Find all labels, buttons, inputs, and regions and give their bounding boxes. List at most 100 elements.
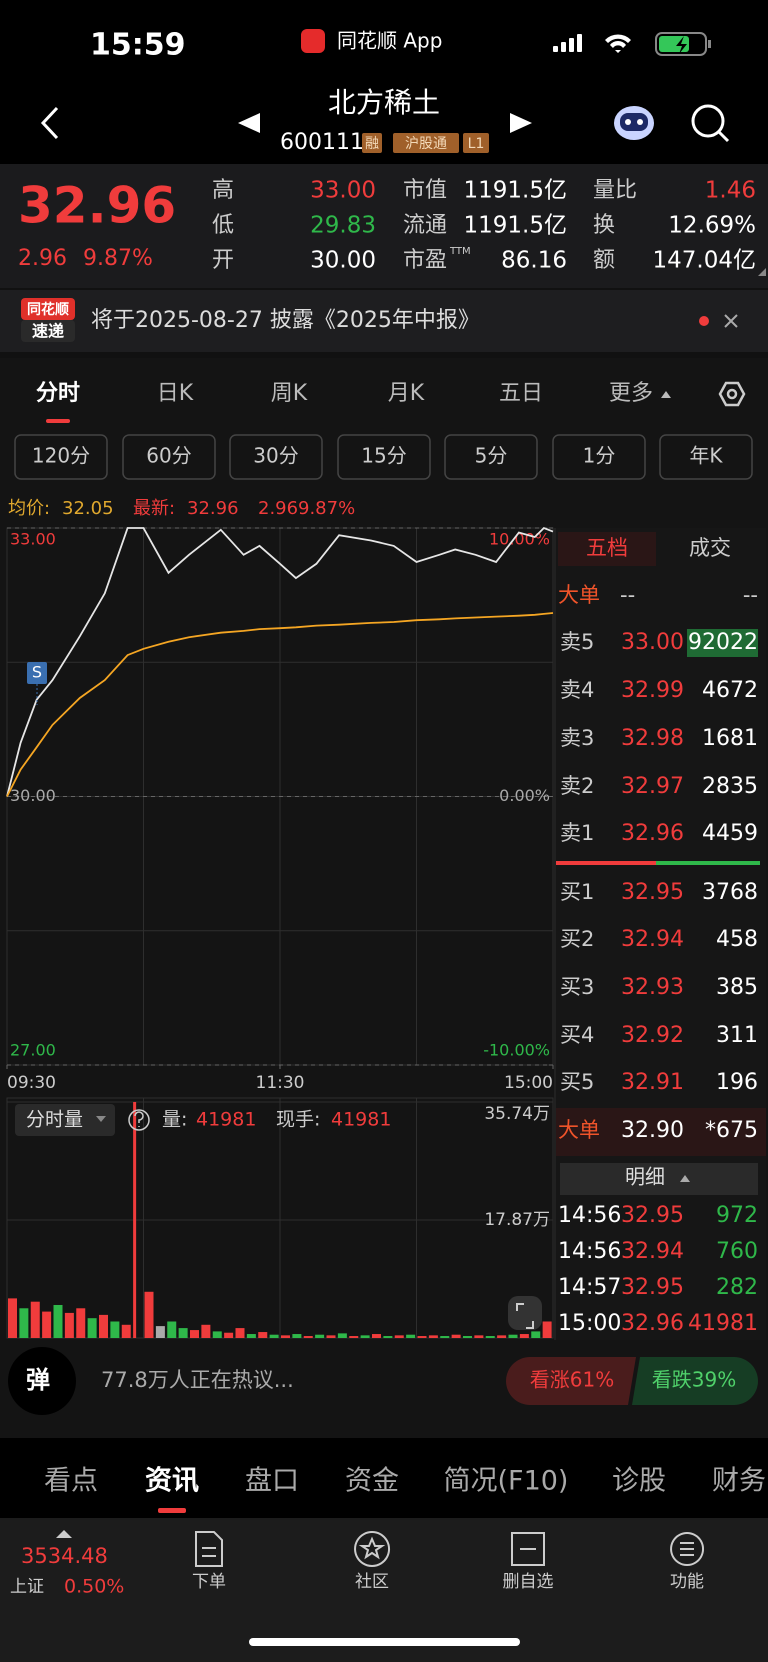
- order-volume: 92022: [688, 630, 758, 655]
- help-mark: [134, 1111, 144, 1127]
- minute-tab-box[interactable]: [444, 434, 538, 480]
- minute-tab[interactable]: 年K: [689, 444, 723, 468]
- index-value[interactable]: 3534.48: [21, 1544, 108, 1568]
- volume-bar: [508, 1334, 518, 1338]
- period-tab[interactable]: 更多: [609, 381, 653, 406]
- minute-tab[interactable]: 5分: [475, 444, 508, 468]
- big-order-volume: *675: [705, 1118, 758, 1143]
- volume-bar: [372, 1334, 381, 1338]
- badge-text: 沪股通: [405, 136, 447, 152]
- volume-bar: [451, 1334, 461, 1338]
- volume-selector[interactable]: 分时量: [26, 1109, 83, 1131]
- nav-label[interactable]: 下单: [192, 1572, 226, 1592]
- period-tab[interactable]: 月K: [388, 381, 425, 406]
- settings-icon[interactable]: [718, 381, 746, 407]
- order-volume: 458: [716, 927, 758, 952]
- volume-bar: [224, 1332, 234, 1338]
- stat-value: 1191.5亿: [464, 178, 567, 204]
- orderbook-tab[interactable]: 五档: [586, 536, 628, 560]
- info-tab[interactable]: 资金: [345, 1466, 399, 1497]
- info-tab[interactable]: 看点: [44, 1466, 98, 1497]
- minute-tab[interactable]: 1分: [583, 444, 616, 468]
- minute-tab-box[interactable]: [552, 434, 646, 480]
- badge-text: L1: [468, 136, 485, 152]
- badge: [393, 133, 459, 153]
- minute-tab-box[interactable]: [122, 434, 216, 480]
- y-tick-label: 17.87万: [484, 1210, 550, 1230]
- info-tab[interactable]: 简况(F10): [444, 1466, 569, 1497]
- nav-label[interactable]: 功能: [670, 1572, 704, 1592]
- help-icon[interactable]: [128, 1109, 150, 1131]
- order-price: 32.95: [621, 880, 684, 905]
- trade-price: 32.95: [621, 1203, 684, 1228]
- big-order-label: 大单: [558, 583, 600, 607]
- notice-close[interactable]: [724, 314, 738, 328]
- trades-title: 明细: [625, 1165, 665, 1189]
- volume-bar: [542, 1321, 552, 1338]
- back-button[interactable]: [40, 106, 59, 140]
- minute-tab-box[interactable]: [229, 434, 323, 480]
- volume-bar: [42, 1311, 52, 1338]
- stat-label: 额: [593, 248, 615, 273]
- stat-value: 33.00: [310, 178, 376, 204]
- minute-tab[interactable]: 15分: [361, 444, 406, 468]
- stat-label: 换: [593, 213, 615, 238]
- order-label: 买1: [560, 880, 594, 904]
- hand-value: 41981: [331, 1109, 391, 1131]
- top-bg: [0, 0, 768, 164]
- nav-icon[interactable]: [354, 1531, 391, 1567]
- info-tab[interactable]: 盘口: [245, 1466, 299, 1497]
- volume-bar: [178, 1328, 188, 1338]
- orderbook-tab-active[interactable]: [558, 532, 656, 566]
- chart-info: 最新:: [133, 498, 175, 519]
- stat-note: TTM: [449, 246, 471, 257]
- trades-header-bg[interactable]: [560, 1163, 758, 1195]
- period-tab[interactable]: 五日: [499, 381, 543, 406]
- nav-icon[interactable]: [195, 1531, 223, 1567]
- volume-selector-box[interactable]: [15, 1104, 115, 1136]
- assistant-icon[interactable]: [614, 106, 654, 140]
- danmaku-icon[interactable]: [8, 1347, 76, 1415]
- prev-stock[interactable]: [238, 113, 260, 133]
- discussion-text[interactable]: 77.8万人正在热议...: [101, 1368, 294, 1392]
- minute-tab-box[interactable]: [337, 434, 431, 480]
- volume-bar: [303, 1336, 313, 1338]
- nav-label[interactable]: 社区: [355, 1572, 389, 1592]
- next-stock[interactable]: [510, 113, 532, 133]
- nav-icon[interactable]: [670, 1532, 705, 1566]
- minute-tab[interactable]: 30分: [253, 444, 298, 468]
- info-tab[interactable]: 财务: [712, 1466, 766, 1497]
- x-tick-label: 11:30: [256, 1073, 305, 1093]
- info-tab[interactable]: 诊股: [612, 1466, 666, 1497]
- minute-tab-box[interactable]: [14, 434, 108, 480]
- search-icon[interactable]: [691, 104, 730, 143]
- volume-bar: [19, 1308, 29, 1338]
- bear-bg[interactable]: [632, 1357, 758, 1405]
- annotation-box[interactable]: [27, 662, 47, 684]
- trade-price: 32.94: [621, 1239, 684, 1264]
- bull-bg[interactable]: [506, 1357, 636, 1405]
- nav-icon[interactable]: [511, 1532, 545, 1566]
- y-tick-label: 30.00: [10, 786, 56, 805]
- notice-text[interactable]: 将于2025-08-27 披露《2025年中报》: [91, 308, 480, 333]
- order-price: 32.94: [621, 927, 684, 952]
- minute-tab[interactable]: 120分: [32, 444, 90, 468]
- nav-label[interactable]: 删自选: [503, 1572, 554, 1592]
- period-tab[interactable]: 日K: [157, 381, 194, 406]
- volume-bar: [337, 1333, 347, 1338]
- notice-dot: [699, 316, 709, 326]
- index-arrow: [56, 1530, 72, 1538]
- minute-tab[interactable]: 60分: [146, 444, 191, 468]
- volume-value: 41981: [196, 1109, 256, 1131]
- orderbook-tab[interactable]: 成交: [689, 536, 731, 560]
- expand-button[interactable]: [508, 1296, 542, 1330]
- minute-tab-box[interactable]: [659, 434, 753, 480]
- period-tab[interactable]: 分时: [36, 381, 80, 406]
- period-tab[interactable]: 周K: [271, 381, 308, 406]
- price-line: [6, 612, 554, 797]
- volume-bar: [30, 1301, 40, 1338]
- info-tab[interactable]: 资讯: [145, 1466, 199, 1497]
- notice-bg: [0, 290, 768, 352]
- big-order-value: --: [743, 583, 758, 607]
- volume-bar: [315, 1334, 325, 1338]
